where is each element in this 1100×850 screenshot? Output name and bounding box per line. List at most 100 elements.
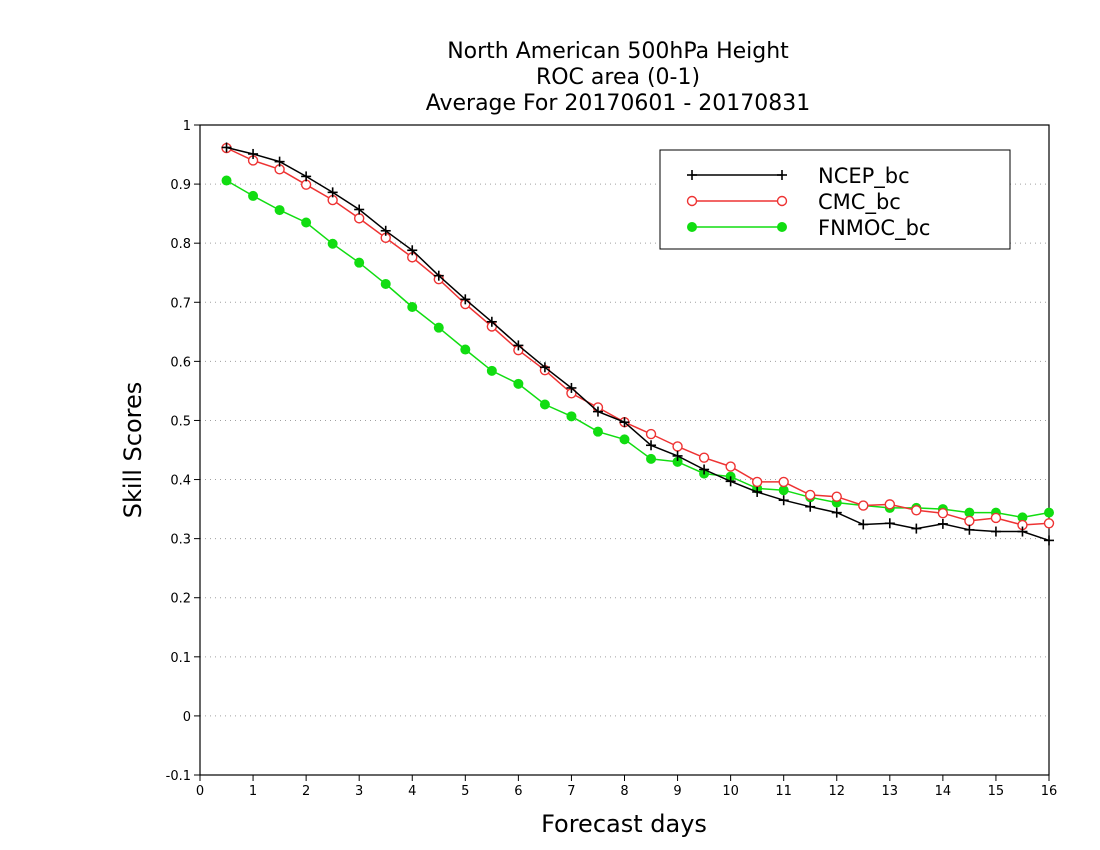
data-point-ncep-bc [699, 464, 710, 475]
x-axis-ticks: 0 1 2 3 4 5 6 7 8 9 10 11 12 13 14 15 16 [196, 775, 1057, 799]
x-tick-label: 1 [249, 784, 257, 799]
data-point-ncep-bc [407, 245, 418, 256]
data-point-ncep-bc [911, 523, 922, 534]
x-tick-label: 0 [196, 784, 204, 799]
x-tick-label: 14 [935, 784, 952, 799]
data-point-ncep-bc [990, 526, 1001, 537]
x-tick-label: 12 [828, 784, 845, 799]
x-tick-label: 7 [567, 784, 575, 799]
grid [200, 183, 1049, 717]
x-tick-label: 10 [722, 784, 739, 799]
data-point-cmc-bc [858, 500, 869, 511]
y-tick-label: 0.4 [170, 474, 191, 489]
data-point-fnmoc-bc [354, 257, 365, 268]
x-axis-label: Forecast days [541, 810, 707, 838]
data-point-fnmoc-bc [327, 238, 338, 249]
data-point-cmc-bc [1043, 518, 1055, 529]
y-tick-label: -0.1 [166, 769, 191, 784]
data-point-ncep-bc [221, 142, 232, 153]
y-tick-label: 1 [183, 119, 191, 134]
data-point-cmc-bc [698, 452, 710, 463]
data-point-ncep-bc [672, 450, 683, 461]
data-point-cmc-bc [805, 489, 816, 501]
x-tick-label: 9 [673, 784, 681, 799]
data-point-ncep-bc [539, 362, 550, 373]
legend-entry-ncep-bc: NCEP_bc [687, 164, 910, 189]
x-tick-label: 13 [882, 784, 899, 799]
y-tick-label: 0.8 [170, 237, 191, 252]
data-point-fnmoc-bc [486, 365, 497, 376]
x-tick-label: 5 [461, 784, 469, 799]
data-point-ncep-bc [725, 476, 736, 487]
legend-entry-cmc-bc: CMC_bc [686, 190, 901, 215]
legend-marker [687, 170, 697, 180]
data-point-fnmoc-bc [566, 411, 577, 422]
x-tick-label: 8 [620, 784, 628, 799]
data-point-ncep-bc [327, 187, 338, 198]
title-line-3: Average For 20170601 - 20170831 [426, 91, 811, 116]
x-tick-label: 3 [355, 784, 363, 799]
legend-marker [777, 222, 787, 232]
x-tick-label: 6 [514, 784, 522, 799]
y-tick-label: 0.7 [170, 296, 191, 311]
x-tick-label: 11 [775, 784, 792, 799]
data-point-ncep-bc [1017, 526, 1028, 537]
title-line-1: North American 500hPa Height [447, 39, 789, 64]
legend-label: CMC_bc [818, 190, 901, 215]
legend-marker [686, 195, 698, 207]
series-ncep-bc [221, 142, 1054, 546]
y-tick-label: 0.3 [170, 533, 191, 548]
y-tick-label: 0.2 [170, 592, 191, 607]
y-axis-ticks: -0.1 0 0.1 0.2 0.3 0.4 0.5 0.6 0.7 0.8 0.9 1 [166, 119, 200, 784]
series-layer [221, 142, 1055, 546]
data-point-cmc-bc [778, 476, 789, 488]
legend-box [659, 149, 1011, 250]
series-cmc-bc [221, 142, 1055, 531]
data-point-cmc-bc [831, 491, 842, 502]
legend-marker [687, 222, 697, 232]
legend-label: NCEP_bc [818, 164, 910, 189]
data-point-fnmoc-bc [1044, 507, 1054, 518]
data-point-ncep-bc [354, 204, 365, 215]
y-tick-label: 0.1 [170, 651, 191, 666]
data-point-fnmoc-bc [380, 278, 391, 289]
y-tick-label: 0.6 [170, 355, 191, 370]
data-point-cmc-bc [884, 499, 896, 510]
y-axis-label: Skill Scores [119, 382, 147, 519]
data-point-ncep-bc [805, 501, 816, 512]
data-point-fnmoc-bc [248, 190, 259, 201]
data-point-ncep-bc [433, 270, 444, 281]
y-tick-label: 0 [183, 710, 191, 725]
data-point-ncep-bc [964, 524, 975, 535]
data-point-ncep-bc [937, 518, 948, 529]
data-point-fnmoc-bc [619, 434, 630, 445]
data-point-ncep-bc [1044, 535, 1054, 546]
title-line-2: ROC area (0-1) [536, 65, 700, 90]
data-point-ncep-bc [646, 440, 657, 451]
data-point-ncep-bc [513, 340, 524, 351]
data-point-cmc-bc [645, 428, 657, 440]
data-point-ncep-bc [592, 406, 603, 417]
data-point-ncep-bc [566, 382, 577, 393]
data-point-cmc-bc [672, 441, 683, 452]
data-point-ncep-bc [460, 294, 471, 305]
data-point-cmc-bc [990, 512, 1002, 524]
data-point-ncep-bc [858, 519, 869, 530]
data-point-cmc-bc [964, 515, 975, 527]
data-point-ncep-bc [301, 171, 312, 182]
data-point-ncep-bc [884, 518, 895, 529]
data-point-ncep-bc [752, 486, 763, 497]
series-line-ncep-bc [226, 146, 1050, 542]
x-tick-label: 4 [408, 784, 416, 799]
x-tick-label: 16 [1041, 784, 1058, 799]
data-point-cmc-bc [751, 476, 763, 488]
data-point-fnmoc-bc [646, 453, 657, 464]
data-point-cmc-bc [911, 505, 922, 516]
data-point-ncep-bc [274, 156, 285, 167]
data-point-fnmoc-bc [433, 322, 444, 333]
x-tick-label: 15 [988, 784, 1005, 799]
chart-title: North American 500hPa Height ROC area (0… [426, 39, 811, 116]
data-point-fnmoc-bc [513, 378, 524, 389]
